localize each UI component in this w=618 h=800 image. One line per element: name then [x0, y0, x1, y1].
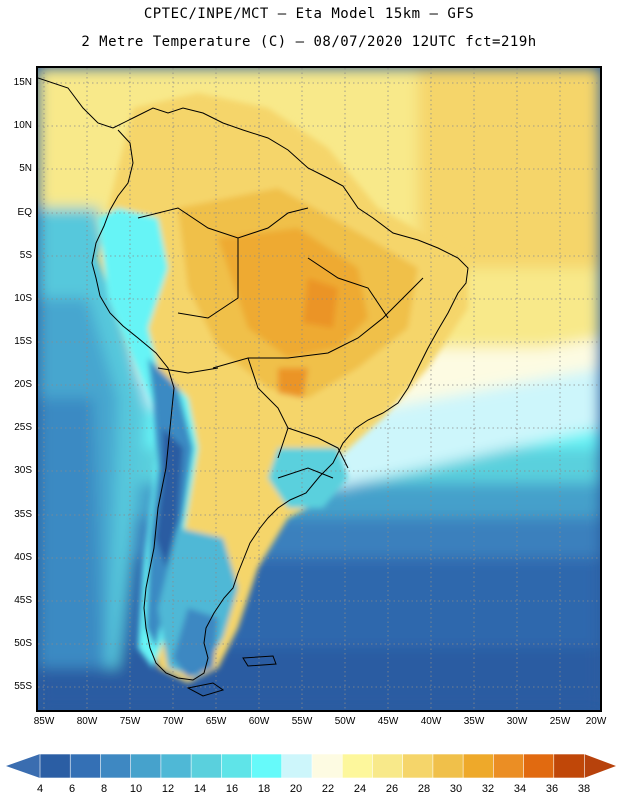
lat-label: 5S	[19, 250, 32, 261]
lat-label: 35S	[14, 509, 32, 520]
colorbar-label: 36	[545, 783, 559, 795]
map-canvas	[38, 68, 600, 710]
colorbar-cell	[100, 753, 132, 779]
colorbar-cell	[39, 753, 72, 779]
lat-label: 30S	[14, 465, 32, 476]
colorbar-cell	[190, 753, 223, 779]
colorbar-cell	[402, 753, 434, 779]
colorbar-cell	[130, 753, 162, 779]
lat-label: 20S	[14, 379, 32, 390]
lon-label: 40W	[420, 716, 442, 727]
lat-label: 55S	[14, 681, 32, 692]
lon-label: 30W	[506, 716, 528, 727]
colorbar-label: 20	[289, 783, 303, 795]
colorbar-cell	[553, 753, 585, 779]
lon-label: 45W	[377, 716, 399, 727]
colorbar-cell	[523, 753, 555, 779]
colorbar-high-arrow	[584, 754, 616, 778]
lon-label: 20W	[585, 716, 607, 727]
colorbar-label: 14	[193, 783, 207, 795]
colorbar-label: 24	[353, 783, 367, 795]
colorbar-label: 32	[481, 783, 495, 795]
colorbar-cell	[341, 753, 374, 779]
lat-label: 40S	[14, 552, 32, 563]
colorbar-label: 26	[385, 783, 399, 795]
colorbar-cell	[432, 753, 464, 779]
colorbar-label: 6	[68, 783, 76, 795]
colorbar-label: 16	[225, 783, 239, 795]
lon-label: 35W	[463, 716, 485, 727]
lat-label: 15N	[13, 77, 32, 88]
colorbar-label: 28	[417, 783, 431, 795]
lon-label: 65W	[205, 716, 227, 727]
colorbar-label: 10	[129, 783, 143, 795]
colorbar-cell	[69, 753, 102, 779]
colorbar-cells	[39, 753, 585, 779]
lat-label: EQ	[17, 207, 32, 218]
colorbar	[6, 753, 616, 779]
colorbar-label: 4	[36, 783, 44, 795]
colorbar-low-arrow	[6, 754, 40, 778]
lon-label: 55W	[291, 716, 313, 727]
colorbar-cell	[160, 753, 192, 779]
colorbar-label: 18	[257, 783, 271, 795]
lon-label: 25W	[549, 716, 571, 727]
lon-label: 50W	[334, 716, 356, 727]
lat-label: 25S	[14, 422, 32, 433]
lat-label: 10S	[14, 293, 32, 304]
lat-label: 5N	[19, 163, 32, 174]
colorbar-label: 30	[449, 783, 463, 795]
colorbar-cell	[251, 753, 283, 779]
colorbar-label: 8	[100, 783, 108, 795]
temperature-map	[36, 66, 602, 712]
lat-label: 15S	[14, 336, 32, 347]
colorbar-cell	[281, 753, 313, 779]
colorbar-label: 34	[513, 783, 527, 795]
colorbar-cell	[372, 753, 404, 779]
colorbar-cell	[462, 753, 495, 779]
lon-label: 60W	[248, 716, 270, 727]
colorbar-cell	[221, 753, 253, 779]
graticule	[38, 68, 600, 710]
lon-label: 85W	[33, 716, 55, 727]
chart-title-line1: CPTEC/INPE/MCT — Eta Model 15km — GFS	[143, 6, 475, 22]
colorbar-cell	[311, 753, 344, 779]
lat-label: 10N	[13, 120, 32, 131]
lat-label: 45S	[14, 595, 32, 606]
coastlines-and-borders	[38, 77, 469, 697]
colorbar-label: 12	[161, 783, 175, 795]
lon-label: 70W	[162, 716, 184, 727]
chart-title-line2: 2 Metre Temperature (C) — 08/07/2020 12U…	[81, 34, 537, 50]
lat-label: 50S	[14, 638, 32, 649]
lon-label: 75W	[119, 716, 141, 727]
lon-label: 80W	[76, 716, 98, 727]
colorbar-cell	[493, 753, 525, 779]
colorbar-label: 38	[577, 783, 591, 795]
colorbar-label: 22	[321, 783, 335, 795]
